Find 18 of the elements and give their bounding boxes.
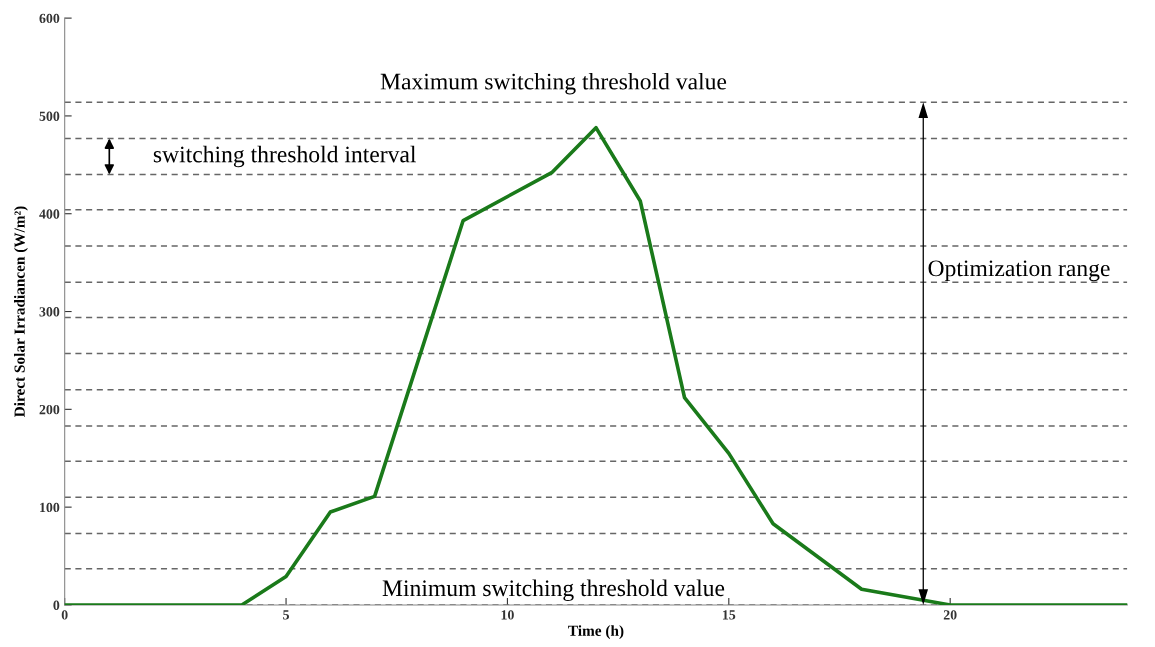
y-tick-label: 300 — [39, 307, 60, 317]
y-tick-label: 500 — [39, 111, 60, 121]
annotation: switching threshold interval — [153, 145, 417, 168]
x-tick-label: 15 — [722, 610, 736, 620]
y-tick-label: 0 — [53, 600, 60, 610]
x-tick-label: 5 — [283, 610, 290, 620]
y-tick-label: 600 — [39, 13, 60, 24]
y-tick-label: 100 — [40, 502, 60, 513]
annotation: Maximum switching threshold value — [380, 72, 727, 95]
x-tick-label: 0 — [61, 610, 68, 620]
x-axis-title: Time (h) — [568, 625, 624, 640]
x-tick-label: 10 — [501, 610, 514, 620]
x-tick-label: 20 — [943, 610, 957, 620]
annotation: Minimum switching threshold value — [382, 579, 725, 602]
y-tick-label: 400 — [39, 209, 60, 219]
y-axis-title: Direct Solar Irradiancen (W/m²) — [14, 206, 28, 418]
y-tick-label: 200 — [39, 404, 60, 415]
annotation: Optimization range — [928, 260, 1110, 282]
